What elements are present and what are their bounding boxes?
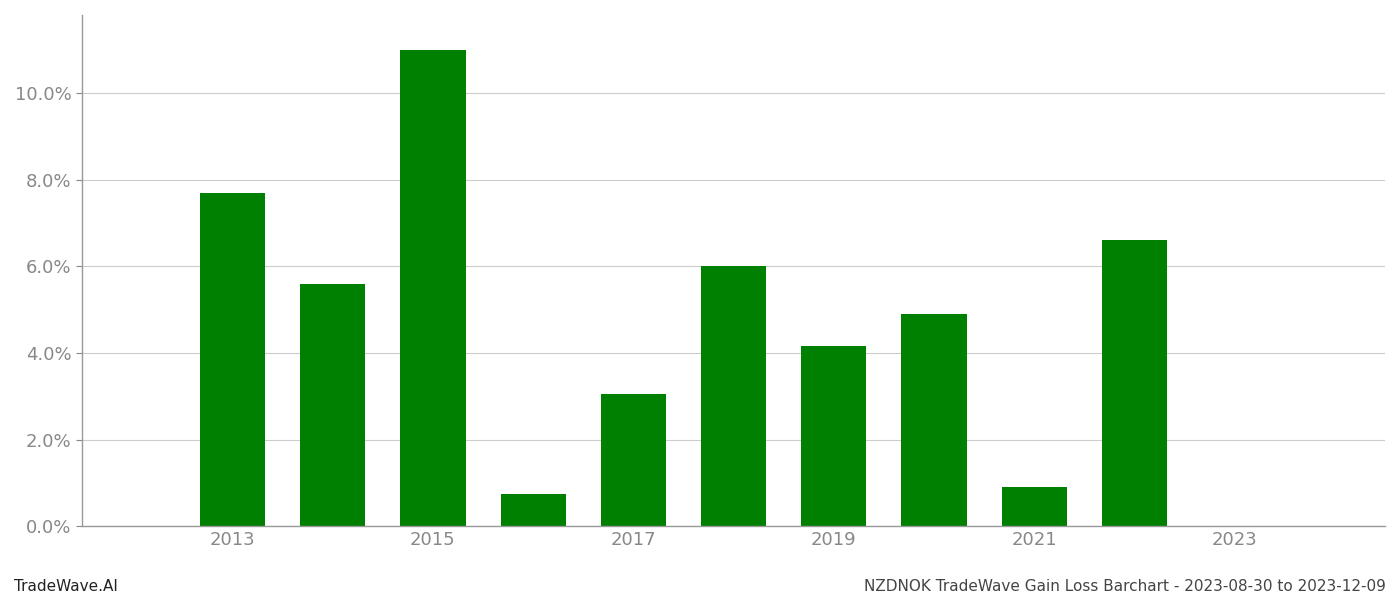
- Bar: [400, 50, 466, 526]
- Bar: [601, 394, 666, 526]
- Text: TradeWave.AI: TradeWave.AI: [14, 579, 118, 594]
- Text: NZDNOK TradeWave Gain Loss Barchart - 2023-08-30 to 2023-12-09: NZDNOK TradeWave Gain Loss Barchart - 20…: [864, 579, 1386, 594]
- Bar: [1001, 487, 1067, 526]
- Bar: [300, 284, 365, 526]
- Bar: [200, 193, 265, 526]
- Bar: [701, 266, 766, 526]
- Bar: [501, 494, 566, 526]
- Bar: [902, 314, 966, 526]
- Bar: [1102, 240, 1168, 526]
- Bar: [801, 346, 867, 526]
